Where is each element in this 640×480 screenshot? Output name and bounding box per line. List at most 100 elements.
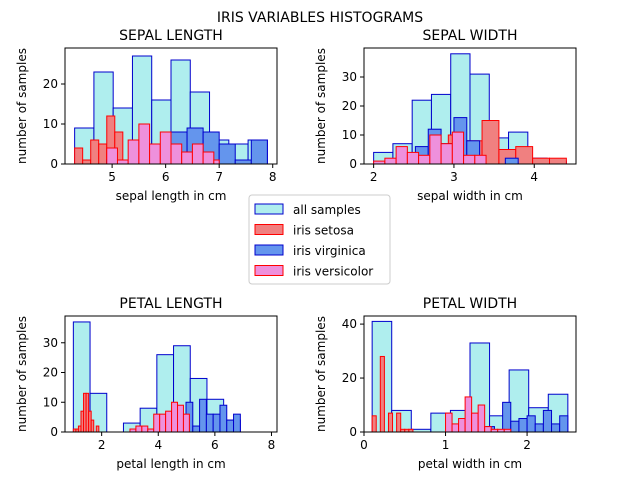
chart-title: SEPAL WIDTH [423, 28, 518, 44]
bar-versicolor-6 [159, 413, 167, 433]
x-axis-label: petal length in cm [116, 457, 225, 471]
y-tick-label: 10 [43, 117, 58, 131]
x-tick-label: 2 [370, 170, 378, 184]
bar-versicolor-8 [171, 401, 179, 433]
legend-label-versicolor: iris versicolor [293, 265, 373, 279]
legend-box [248, 194, 391, 285]
bar-setosa-5 [387, 412, 394, 433]
series-versicolor [129, 401, 190, 433]
bar-versicolor-9 [463, 154, 476, 165]
bar-versicolor-10 [202, 151, 215, 165]
bar-all-2 [391, 409, 412, 433]
bar-virginica-11 [559, 415, 569, 433]
y-tick-label: 20 [342, 99, 357, 113]
y-tick-label: 30 [342, 70, 357, 84]
x-axis-label: sepal width in cm [417, 189, 523, 203]
bar-versicolor-3 [127, 139, 140, 165]
chart-title: SEPAL LENGTH [119, 28, 223, 44]
bar-versicolor-2 [135, 425, 143, 433]
x-tick-label: 6 [162, 170, 170, 184]
bar-setosa-2 [82, 159, 92, 165]
bar-versicolor-2 [451, 423, 460, 433]
chart-panel-1: 5 6 7 8 0 10 20 SEPAL LENGTH sepal length in cm n… [15, 28, 278, 203]
bar-virginica-8 [534, 423, 544, 433]
bar-versicolor-9 [177, 404, 184, 433]
bar-versicolor-1 [106, 147, 118, 165]
bar-versicolor-3 [458, 418, 466, 433]
bar-setosa-7 [396, 412, 402, 433]
bar-versicolor-10 [474, 154, 487, 165]
axes-frame [64, 47, 278, 165]
bar-versicolor-4 [138, 123, 151, 165]
bar-virginica-10 [504, 157, 519, 165]
bar-versicolor-1 [445, 412, 453, 433]
x-tick-label: 8 [268, 438, 276, 452]
bar-versicolor-4 [464, 396, 473, 433]
y-tick-label: 40 [342, 317, 357, 331]
bar-virginica-6 [205, 413, 214, 433]
bar-setosa-10 [95, 425, 100, 433]
legend-label-setosa: iris setosa [293, 224, 354, 238]
bar-versicolor-3 [395, 146, 408, 165]
series-all [371, 320, 569, 433]
bar-versicolor-8 [181, 151, 193, 165]
bar-virginica-7 [212, 413, 221, 433]
y-tick-label: 0 [50, 425, 58, 439]
bar-versicolor-6 [159, 131, 172, 165]
legend-label-all: all samples [293, 203, 361, 217]
bar-virginica-9 [234, 159, 252, 165]
bar-setosa-3 [90, 139, 100, 165]
bar-versicolor-7 [484, 426, 492, 433]
bar-setosa-1 [74, 147, 84, 165]
legend-swatch-all [254, 203, 284, 215]
legend-swatch-virginica [254, 244, 284, 256]
x-tick-label: 6 [211, 438, 219, 452]
x-axis-label: petal width in cm [418, 457, 522, 471]
bar-virginica-8 [218, 143, 236, 165]
y-tick-label: 20 [43, 77, 58, 91]
bar-virginica-5 [510, 420, 520, 433]
series-virginica [477, 401, 569, 433]
chart-panel-2: 2 3 4 0 10 20 30 SEPAL WIDTH sepal width in cm nu… [314, 28, 577, 203]
bar-virginica-4 [502, 401, 512, 433]
y-tick-label: 0 [50, 157, 58, 171]
x-tick-label: 7 [215, 170, 223, 184]
bar-virginica-10 [551, 423, 561, 433]
x-tick-label: 1 [442, 438, 450, 452]
x-axis-label: sepal length in cm [116, 189, 227, 203]
x-tick-label: 4 [530, 170, 538, 184]
bar-versicolor-4 [406, 151, 420, 165]
bar-versicolor-7 [165, 410, 173, 433]
bar-versicolor-6 [477, 404, 486, 433]
bar-versicolor-9 [191, 143, 204, 165]
bar-setosa-1 [371, 415, 377, 433]
x-tick-label: 3 [450, 170, 458, 184]
y-axis-label: number of samples [15, 316, 29, 432]
y-tick-label: 10 [342, 128, 357, 142]
bar-virginica-9 [226, 419, 235, 433]
bar-virginica-7 [526, 415, 536, 433]
x-tick-label: 2 [523, 438, 531, 452]
legend-swatch-versicolor [254, 265, 284, 276]
chart-title: PETAL LENGTH [119, 296, 222, 312]
bar-setosa-9 [532, 157, 551, 165]
legend-label-virginica: iris virginica [293, 244, 366, 258]
y-axis-label: number of samples [15, 48, 29, 164]
bar-setosa-3 [379, 355, 385, 433]
bar-versicolor-11 [213, 159, 220, 165]
bar-versicolor-3 [141, 425, 149, 433]
x-tick-label: 4 [154, 438, 162, 452]
axes-frame [363, 315, 577, 433]
legend: all samples iris setosa iris virginica iris… [248, 194, 391, 285]
bar-virginica-10 [250, 139, 268, 165]
bar-virginica-8 [219, 404, 228, 433]
x-tick-label: 8 [269, 170, 277, 184]
legend-swatch-setosa [254, 224, 284, 235]
chart-panel-3: 2 4 6 8 0 10 20 30 PETAL LENGTH petal length in c… [15, 296, 278, 471]
figure-suptitle: IRIS VARIABLES HISTOGRAMS [217, 10, 423, 26]
bar-virginica-10 [233, 413, 241, 433]
bar-setosa-8 [90, 419, 95, 433]
bar-versicolor-2 [384, 157, 397, 165]
